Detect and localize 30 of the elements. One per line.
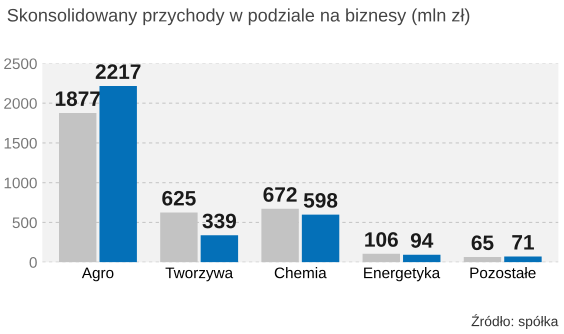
y-tick-label: 1500: [4, 138, 37, 149]
bar: [200, 235, 238, 262]
y-tick-label: 2000: [4, 98, 37, 109]
x-tick-label: Agro: [82, 268, 114, 282]
data-label: 1877: [56, 91, 100, 106]
bar: [261, 208, 299, 262]
x-tick-label: Energetyka: [364, 267, 440, 282]
bar: [302, 214, 340, 262]
y-tick-label: 500: [12, 217, 37, 228]
data-label: 625: [162, 190, 196, 206]
x-tick-label: Tworzywa: [166, 268, 234, 282]
bar: [403, 254, 440, 262]
bar: [99, 86, 137, 262]
data-label: 672: [263, 187, 297, 202]
x-tick-label: Chemia: [274, 267, 327, 278]
bar: [504, 256, 542, 262]
data-label: 65: [472, 235, 494, 250]
data-label: 598: [304, 193, 338, 208]
data-label: 94: [410, 233, 434, 248]
data-label: 106: [365, 232, 398, 247]
text: Źródło: spółka: [472, 314, 558, 329]
chart-title: Skonsolidowany przychody w podziale na biznesy (mln zł): [8, 8, 470, 26]
x-tick-label: Pozostałe: [470, 267, 536, 278]
bar: [362, 254, 400, 262]
data-label: 2217: [96, 64, 140, 79]
data-label: 339: [202, 214, 236, 228]
y-tick-label: 1000: [4, 178, 37, 188]
y-tick-label: 2500: [4, 58, 37, 70]
data-label: 71: [512, 235, 534, 250]
y-tick-label: 0: [30, 257, 37, 268]
